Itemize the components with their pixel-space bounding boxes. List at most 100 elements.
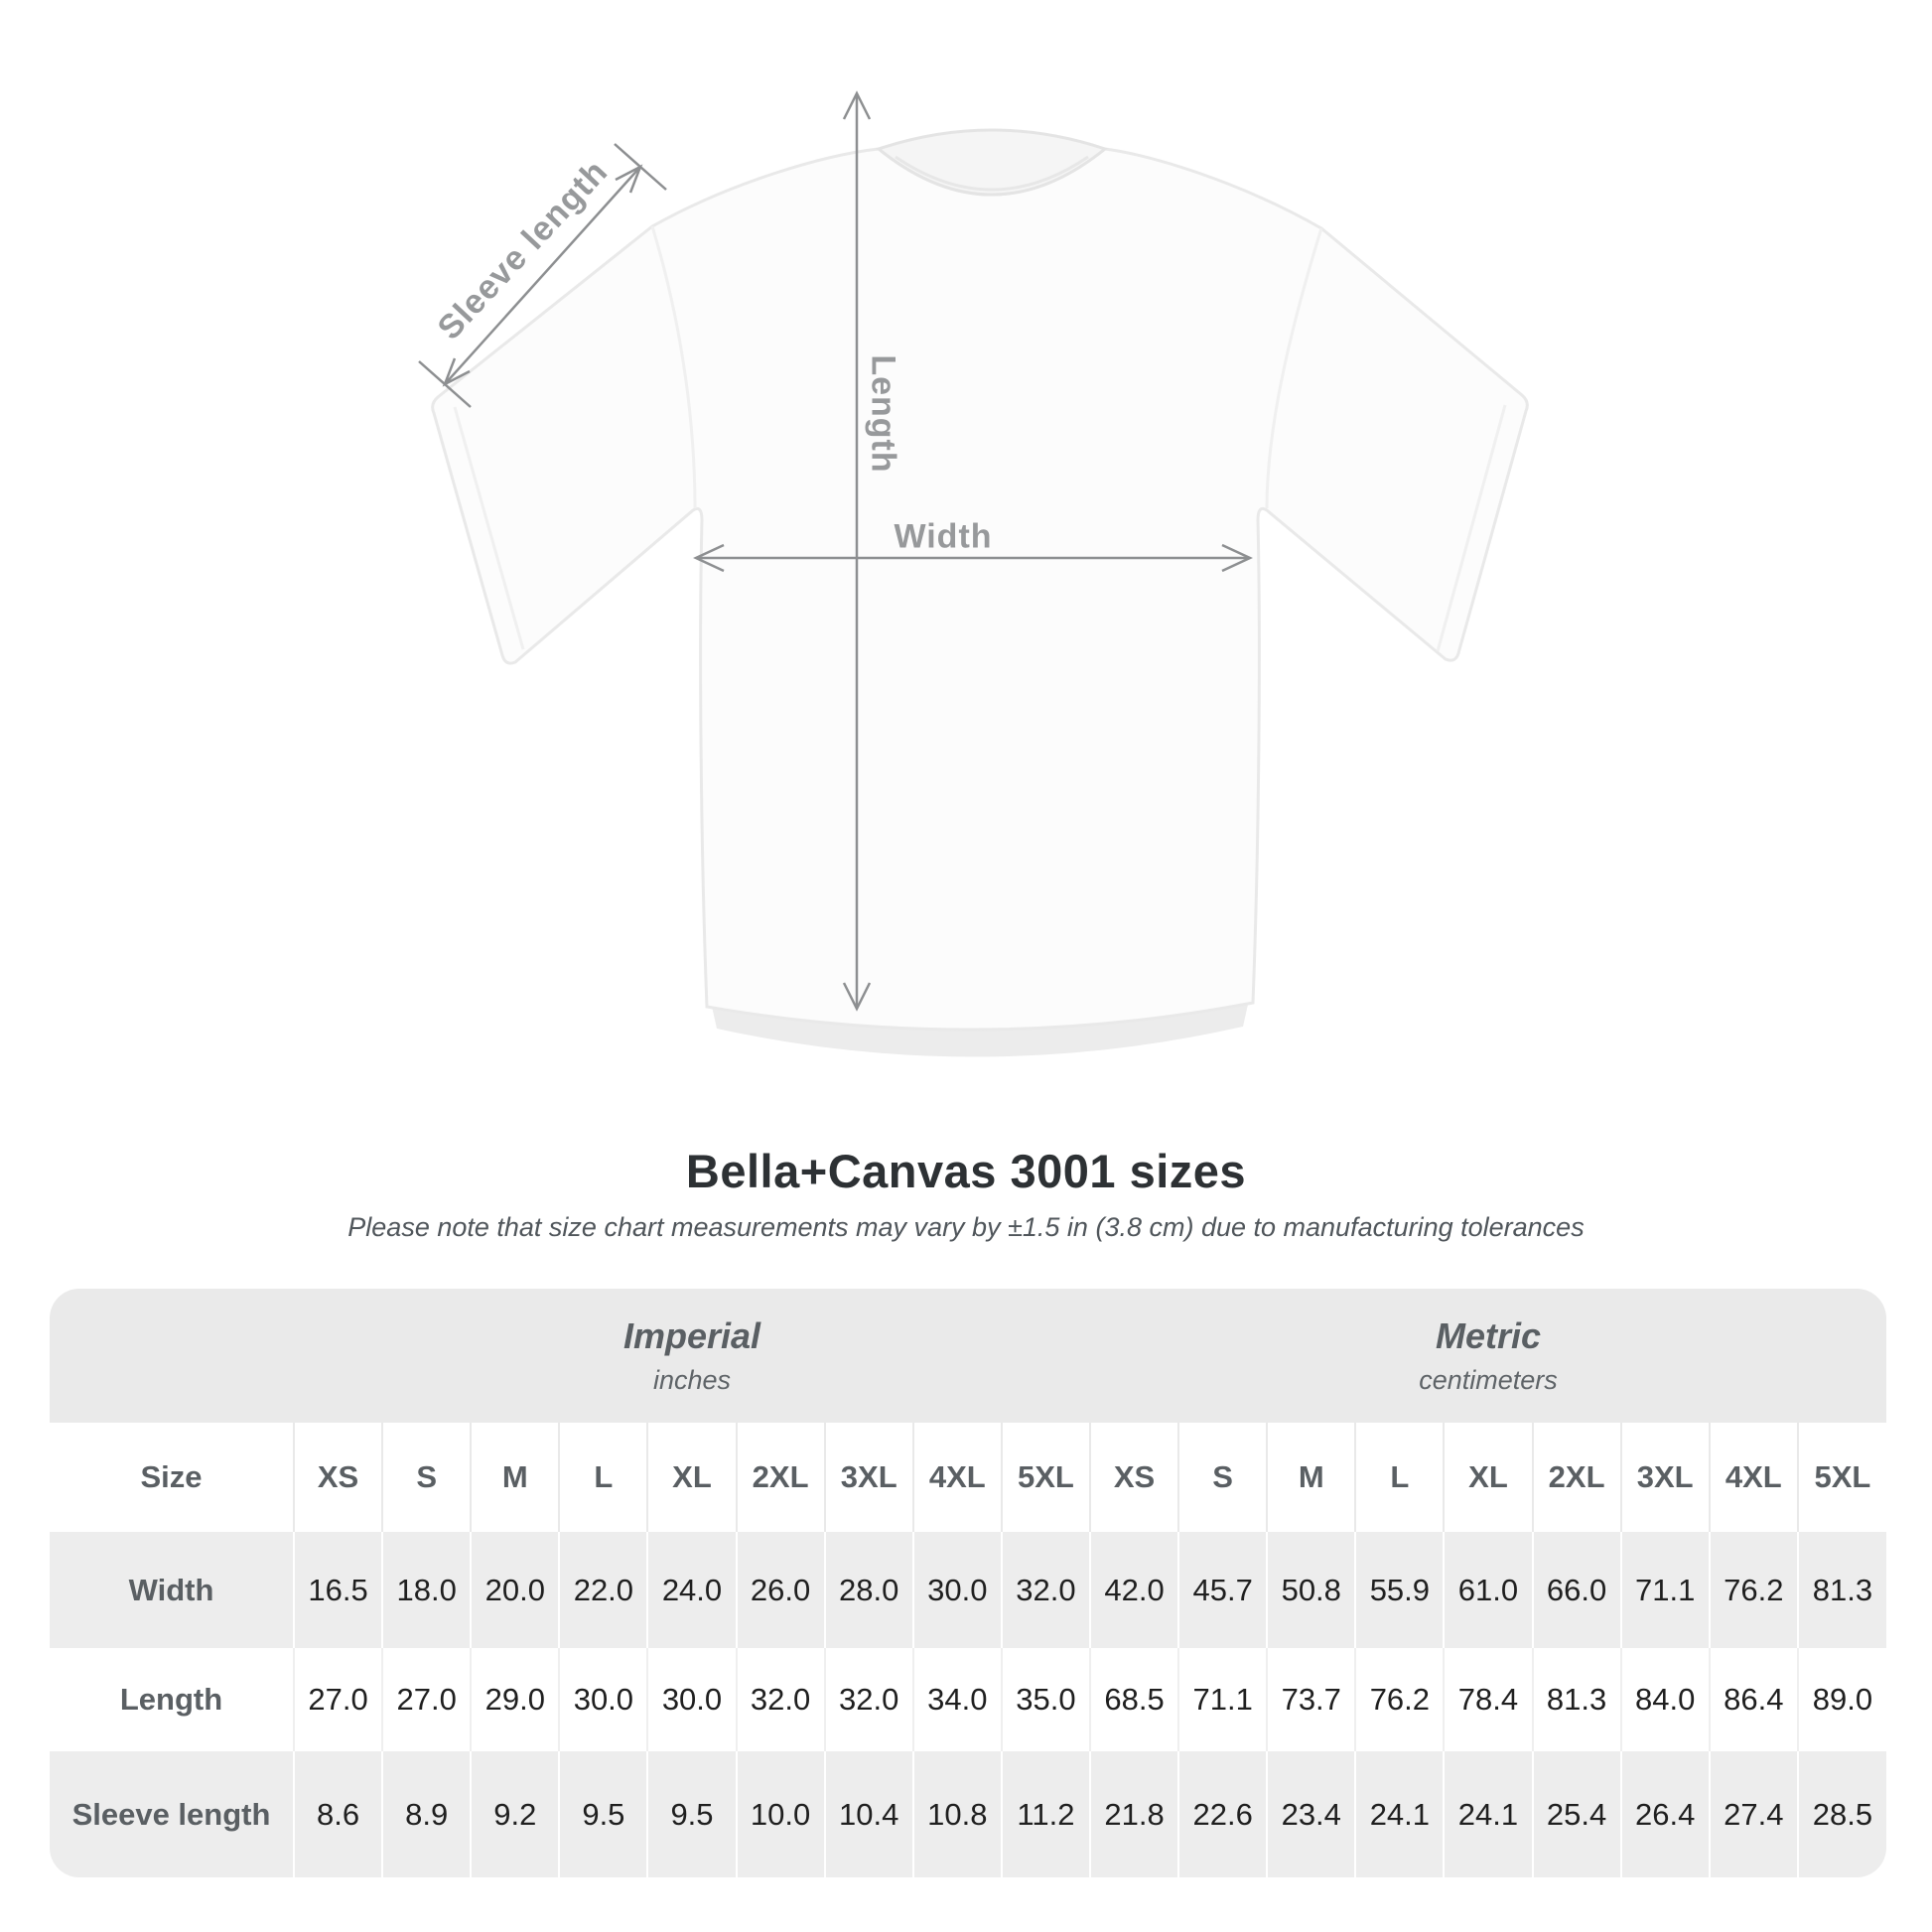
size-header: 3XL xyxy=(1619,1423,1710,1532)
value-cell: 81.3 xyxy=(1531,1648,1621,1751)
table-row-sleeve-length: Sleeve length 8.6 8.9 9.2 9.5 9.5 10.0 1… xyxy=(50,1751,1886,1877)
value-cell: 76.2 xyxy=(1354,1648,1445,1751)
value-cell: 16.5 xyxy=(292,1532,383,1648)
value-cell: 55.9 xyxy=(1354,1532,1445,1648)
size-column-header: Size xyxy=(140,1459,203,1494)
value-cell: 9.5 xyxy=(558,1751,648,1877)
size-header: 4XL xyxy=(911,1423,1002,1532)
imperial-label: Imperial xyxy=(622,1315,761,1356)
value-cell: 24.0 xyxy=(646,1532,737,1648)
value-cell: 20.0 xyxy=(470,1532,560,1648)
value-cell: 27.0 xyxy=(292,1648,383,1751)
value-cell: 22.0 xyxy=(558,1532,648,1648)
size-header: XL xyxy=(646,1423,737,1532)
table-row-width: Width 16.5 18.0 20.0 22.0 24.0 26.0 28.0… xyxy=(50,1532,1886,1648)
value-cell: 30.0 xyxy=(646,1648,737,1751)
value-cell: 10.8 xyxy=(911,1751,1002,1877)
value-cell: 27.0 xyxy=(381,1648,472,1751)
tshirt-right-seam xyxy=(1265,227,1323,509)
heading-block: Bella+Canvas 3001 sizes Please note that… xyxy=(0,1144,1932,1243)
value-cell: 25.4 xyxy=(1531,1751,1621,1877)
value-cell: 78.4 xyxy=(1443,1648,1533,1751)
value-cell: 34.0 xyxy=(911,1648,1002,1751)
tshirt-right-cuff-line xyxy=(1436,404,1507,652)
value-cell: 32.0 xyxy=(823,1648,913,1751)
value-cell: 89.0 xyxy=(1796,1648,1886,1751)
page-title: Bella+Canvas 3001 sizes xyxy=(685,1145,1247,1197)
table-row-length: Length 27.0 27.0 29.0 30.0 30.0 32.0 32.… xyxy=(50,1648,1886,1751)
value-cell: 21.8 xyxy=(1088,1751,1179,1877)
tshirt-left-seam xyxy=(650,225,697,509)
value-cell: 28.5 xyxy=(1796,1751,1886,1877)
value-cell: 71.1 xyxy=(1177,1648,1268,1751)
size-header: L xyxy=(1354,1423,1445,1532)
value-cell: 42.0 xyxy=(1088,1532,1179,1648)
value-cell: 8.9 xyxy=(381,1751,472,1877)
tshirt-diagram xyxy=(418,90,1529,1057)
value-cell: 26.4 xyxy=(1619,1751,1710,1877)
size-header: 5XL xyxy=(1796,1423,1886,1532)
value-cell: 24.1 xyxy=(1443,1751,1533,1877)
size-header: M xyxy=(470,1423,560,1532)
value-cell: 86.4 xyxy=(1708,1648,1798,1751)
width-dimension-arrow xyxy=(693,543,1253,573)
tshirt-collar-band xyxy=(895,155,1089,192)
unit-band-row: Imperial inches Metric centimeters xyxy=(50,1289,1886,1423)
size-header: XL xyxy=(1443,1423,1533,1532)
value-cell: 50.8 xyxy=(1266,1532,1356,1648)
size-header-row: Size XS S M L XL 2XL 3XL 4XL 5XL XS S M … xyxy=(50,1423,1886,1532)
value-cell: 73.7 xyxy=(1266,1648,1356,1751)
value-cell: 22.6 xyxy=(1177,1751,1268,1877)
value-cell: 76.2 xyxy=(1708,1532,1798,1648)
band-spacer xyxy=(50,1289,294,1423)
size-header: S xyxy=(381,1423,472,1532)
tshirt-back-hem xyxy=(709,991,1251,1057)
value-cell: 24.1 xyxy=(1354,1751,1445,1877)
imperial-unit: inches xyxy=(652,1365,732,1395)
metric-unit: centimeters xyxy=(1419,1365,1558,1395)
size-table: Imperial inches Metric centimeters Size … xyxy=(50,1289,1886,1877)
size-header: 2XL xyxy=(1531,1423,1621,1532)
value-cell: 66.0 xyxy=(1531,1532,1621,1648)
value-cell: 84.0 xyxy=(1619,1648,1710,1751)
width-dimension-label: Width xyxy=(894,517,993,556)
value-cell: 28.0 xyxy=(823,1532,913,1648)
size-header: 2XL xyxy=(735,1423,825,1532)
value-cell: 68.5 xyxy=(1088,1648,1179,1751)
row-label-sleeve-length: Sleeve length xyxy=(71,1796,271,1832)
page-subtitle: Please note that size chart measurements… xyxy=(347,1212,1585,1242)
row-label-length: Length xyxy=(119,1682,223,1717)
value-cell: 29.0 xyxy=(470,1648,560,1751)
value-cell: 9.5 xyxy=(646,1751,737,1877)
value-cell: 45.7 xyxy=(1177,1532,1268,1648)
metric-label: Metric xyxy=(1435,1315,1541,1356)
metric-group-header: Metric centimeters xyxy=(1089,1289,1886,1423)
value-cell: 61.0 xyxy=(1443,1532,1533,1648)
value-cell: 27.4 xyxy=(1708,1751,1798,1877)
length-dimension-arrow xyxy=(842,90,872,1012)
value-cell: 18.0 xyxy=(381,1532,472,1648)
size-header: M xyxy=(1266,1423,1356,1532)
size-header: 5XL xyxy=(1000,1423,1090,1532)
value-cell: 71.1 xyxy=(1619,1532,1710,1648)
value-cell: 81.3 xyxy=(1796,1532,1886,1648)
value-cell: 9.2 xyxy=(470,1751,560,1877)
value-cell: 30.0 xyxy=(911,1532,1002,1648)
size-header: S xyxy=(1177,1423,1268,1532)
value-cell: 10.4 xyxy=(823,1751,913,1877)
row-label-width: Width xyxy=(128,1572,214,1607)
sleeve-dimension-arrow xyxy=(418,143,667,408)
value-cell: 32.0 xyxy=(1000,1532,1090,1648)
value-cell: 32.0 xyxy=(735,1648,825,1751)
value-cell: 11.2 xyxy=(1000,1751,1090,1877)
tshirt-left-cuff-line xyxy=(453,406,525,650)
size-header: 4XL xyxy=(1708,1423,1798,1532)
value-cell: 8.6 xyxy=(292,1751,383,1877)
size-header: L xyxy=(558,1423,648,1532)
value-cell: 26.0 xyxy=(735,1532,825,1648)
size-header: XS xyxy=(1088,1423,1179,1532)
length-dimension-label: Length xyxy=(864,354,902,474)
value-cell: 23.4 xyxy=(1266,1751,1356,1877)
tshirt-body xyxy=(431,147,1529,1032)
